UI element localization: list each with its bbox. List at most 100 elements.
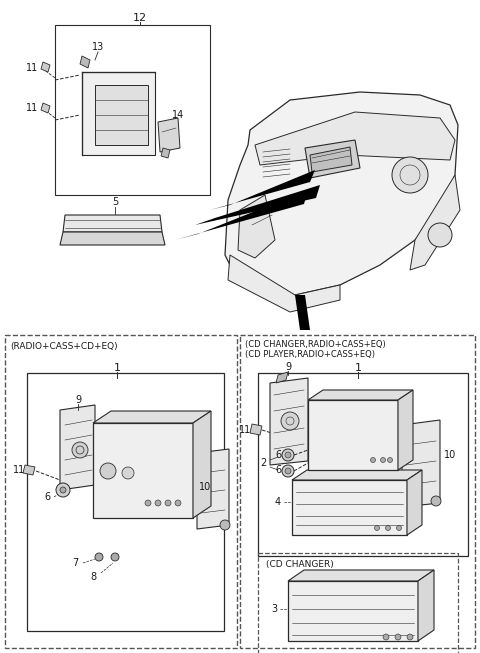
- Text: 10: 10: [199, 482, 211, 492]
- Circle shape: [281, 412, 299, 430]
- Polygon shape: [407, 470, 422, 535]
- Polygon shape: [93, 423, 193, 518]
- Polygon shape: [95, 85, 148, 145]
- Text: 6: 6: [44, 492, 50, 502]
- Polygon shape: [210, 170, 315, 210]
- Polygon shape: [398, 390, 413, 470]
- Polygon shape: [292, 480, 407, 535]
- Text: 5: 5: [112, 197, 118, 207]
- Circle shape: [155, 500, 161, 506]
- Circle shape: [111, 553, 119, 561]
- Text: 1: 1: [113, 363, 120, 373]
- Polygon shape: [410, 175, 460, 270]
- Circle shape: [428, 223, 452, 247]
- Polygon shape: [60, 232, 165, 245]
- Text: (CD CHANGER,RADIO+CASS+EQ): (CD CHANGER,RADIO+CASS+EQ): [245, 340, 386, 349]
- Polygon shape: [175, 190, 308, 240]
- Circle shape: [383, 634, 389, 640]
- Polygon shape: [60, 405, 95, 490]
- Polygon shape: [82, 72, 155, 155]
- Bar: [240, 335, 475, 648]
- Circle shape: [220, 520, 230, 530]
- Circle shape: [395, 634, 401, 640]
- Text: 11: 11: [13, 465, 25, 475]
- Polygon shape: [292, 470, 422, 480]
- Polygon shape: [63, 215, 162, 232]
- Circle shape: [285, 452, 291, 458]
- Polygon shape: [80, 56, 90, 68]
- Circle shape: [431, 496, 441, 506]
- Polygon shape: [158, 118, 180, 152]
- Text: 13: 13: [92, 42, 104, 52]
- Polygon shape: [305, 140, 360, 178]
- Text: (CD PLAYER,RADIO+CASS+EQ): (CD PLAYER,RADIO+CASS+EQ): [245, 349, 375, 358]
- Bar: [55, 25, 210, 195]
- Text: 8: 8: [90, 572, 96, 582]
- Text: 10: 10: [444, 450, 456, 460]
- Circle shape: [385, 526, 391, 530]
- Polygon shape: [195, 185, 320, 225]
- Polygon shape: [41, 62, 50, 72]
- Polygon shape: [295, 295, 310, 330]
- Circle shape: [392, 157, 428, 193]
- Text: 12: 12: [133, 13, 147, 23]
- Polygon shape: [288, 581, 418, 641]
- Circle shape: [72, 442, 88, 458]
- Text: 2: 2: [260, 458, 266, 468]
- Bar: [258, 373, 468, 556]
- Polygon shape: [308, 400, 398, 470]
- Polygon shape: [402, 420, 440, 507]
- Circle shape: [165, 500, 171, 506]
- Text: 9: 9: [285, 362, 291, 372]
- Text: 11: 11: [26, 63, 38, 73]
- Polygon shape: [193, 411, 211, 518]
- Circle shape: [100, 463, 116, 479]
- Text: 6: 6: [275, 465, 281, 475]
- Circle shape: [145, 500, 151, 506]
- Polygon shape: [270, 378, 308, 465]
- Circle shape: [60, 487, 66, 493]
- Circle shape: [122, 467, 134, 479]
- Polygon shape: [161, 148, 170, 158]
- Circle shape: [381, 458, 385, 462]
- Text: 11: 11: [239, 425, 251, 435]
- Text: 4: 4: [275, 497, 281, 507]
- Text: 1: 1: [355, 363, 361, 373]
- Polygon shape: [276, 372, 288, 383]
- Circle shape: [396, 526, 401, 530]
- Polygon shape: [225, 92, 458, 295]
- Text: (CD CHANGER): (CD CHANGER): [266, 560, 334, 569]
- Text: 9: 9: [75, 395, 81, 405]
- Text: 11: 11: [26, 103, 38, 113]
- Text: 3: 3: [271, 604, 277, 614]
- Polygon shape: [308, 390, 413, 400]
- Circle shape: [387, 458, 393, 462]
- Text: 6: 6: [275, 450, 281, 460]
- Text: 14: 14: [172, 110, 184, 120]
- Polygon shape: [197, 449, 229, 529]
- Polygon shape: [41, 103, 50, 113]
- Circle shape: [175, 500, 181, 506]
- Text: 7: 7: [72, 558, 78, 568]
- Polygon shape: [255, 112, 455, 165]
- Polygon shape: [228, 255, 340, 312]
- Polygon shape: [288, 570, 434, 581]
- Polygon shape: [238, 195, 275, 258]
- Polygon shape: [250, 424, 262, 435]
- Circle shape: [407, 634, 413, 640]
- Bar: [258, 553, 458, 653]
- Circle shape: [285, 468, 291, 474]
- Circle shape: [282, 449, 294, 461]
- Polygon shape: [23, 465, 35, 475]
- Bar: [27, 373, 224, 631]
- Polygon shape: [310, 147, 352, 172]
- Circle shape: [371, 458, 375, 462]
- Circle shape: [374, 526, 380, 530]
- Polygon shape: [418, 570, 434, 641]
- Circle shape: [56, 483, 70, 497]
- Bar: [5, 335, 237, 648]
- Circle shape: [95, 553, 103, 561]
- Polygon shape: [93, 411, 211, 423]
- Text: (RADIO+CASS+CD+EQ): (RADIO+CASS+CD+EQ): [10, 342, 118, 351]
- Circle shape: [282, 465, 294, 477]
